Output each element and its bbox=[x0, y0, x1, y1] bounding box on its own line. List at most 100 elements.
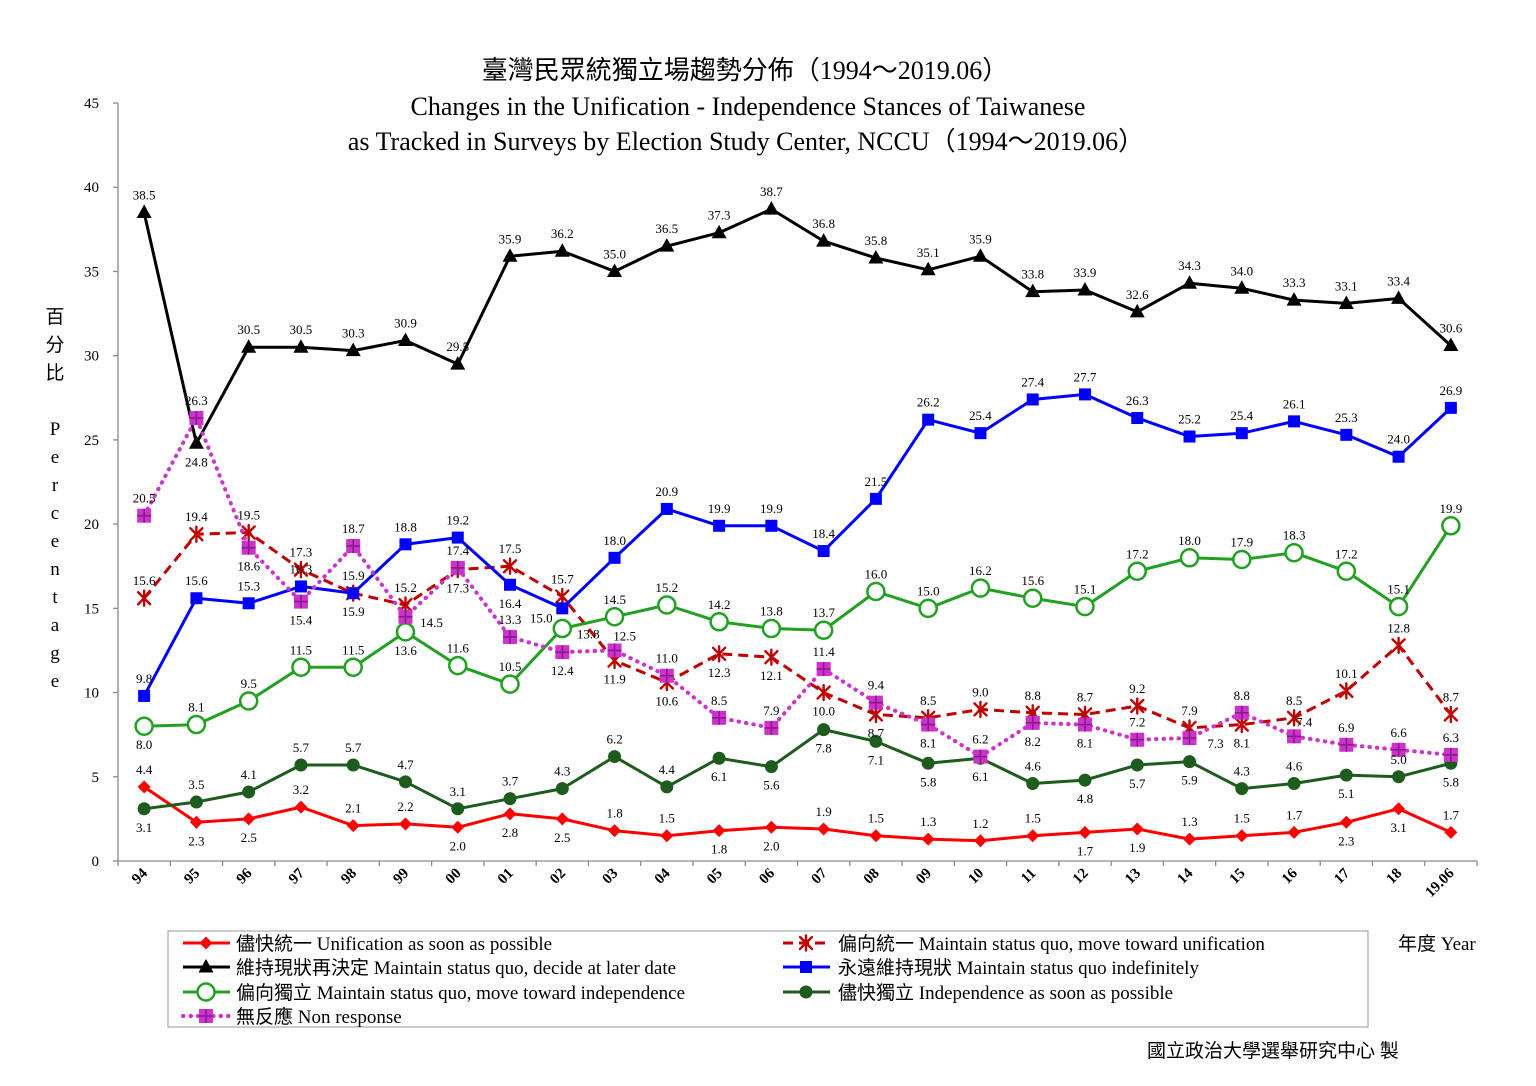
status-quo-decide-later-point-18 bbox=[1391, 290, 1407, 304]
x-tick-label: 15 bbox=[1227, 866, 1249, 888]
unification-asap-value-label-02: 2.5 bbox=[554, 830, 570, 845]
status-quo-decide-later-point-02 bbox=[554, 243, 570, 257]
unification-asap-point-08 bbox=[869, 829, 883, 843]
toward-independence-point-16 bbox=[1284, 542, 1304, 563]
unification-asap-point-19.06 bbox=[1444, 825, 1458, 839]
toward-independence-point-98 bbox=[343, 657, 363, 678]
legend-entry-independence-asap: 儘快獨立 Independence as soon as possible bbox=[783, 982, 1173, 1004]
toward-independence-point-09 bbox=[918, 598, 938, 619]
status-quo-decide-later-value-label-97: 30.5 bbox=[290, 322, 313, 337]
independence-asap-point-11 bbox=[1026, 777, 1040, 791]
status-quo-decide-later-point-14 bbox=[1182, 275, 1198, 289]
toward-unification-value-label-95: 19.4 bbox=[185, 509, 208, 524]
status-quo-decide-later-point-04 bbox=[659, 238, 675, 252]
toward-independence-value-label-03: 14.5 bbox=[603, 592, 626, 607]
status-quo-decide-later-value-label-01: 35.9 bbox=[499, 231, 522, 246]
non-response-point-10 bbox=[973, 749, 988, 764]
x-tick-label: 14 bbox=[1174, 865, 1196, 887]
independence-asap-point-05 bbox=[712, 751, 726, 765]
independence-asap-point-18 bbox=[1392, 770, 1406, 784]
status-quo-decide-later-value-label-17: 33.1 bbox=[1335, 278, 1358, 293]
x-tick-label: 07 bbox=[809, 865, 831, 887]
unification-asap-value-label-95: 2.3 bbox=[188, 833, 204, 848]
status-quo-indefinitely-value-label-94: 9.8 bbox=[136, 671, 152, 686]
status-quo-indefinitely-value-label-15: 25.4 bbox=[1230, 408, 1253, 423]
status-quo-indefinitely-point-09 bbox=[922, 413, 935, 426]
status-quo-decide-later-value-label-94: 38.5 bbox=[133, 188, 156, 203]
unification-asap-series bbox=[137, 780, 1458, 848]
status-quo-indefinitely-line bbox=[142, 392, 1452, 697]
unification-asap-value-label-94: 4.4 bbox=[136, 762, 153, 777]
non-response-value-label-16: 7.4 bbox=[1296, 714, 1313, 729]
independence-asap-point-14 bbox=[1183, 755, 1197, 769]
status-quo-indefinitely-value-label-09: 26.2 bbox=[917, 395, 940, 410]
independence-asap-value-label-99: 4.7 bbox=[397, 757, 414, 772]
independence-asap-value-label-02: 4.3 bbox=[554, 764, 570, 779]
independence-asap-point-99 bbox=[398, 775, 412, 789]
independence-asap-point-17 bbox=[1339, 768, 1353, 782]
unification-asap-point-13 bbox=[1130, 822, 1144, 836]
status-quo-indefinitely-point-08 bbox=[869, 492, 882, 505]
status-quo-decide-later-value-label-04: 36.5 bbox=[655, 221, 678, 236]
toward-unification-value-label-09: 8.5 bbox=[920, 693, 936, 708]
toward-unification-value-label-05: 12.3 bbox=[708, 665, 731, 680]
status-quo-indefinitely-value-label-10: 25.4 bbox=[969, 408, 992, 423]
toward-unification-value-label-17: 10.1 bbox=[1335, 666, 1358, 681]
toward-independence-value-label-09: 15.0 bbox=[917, 583, 940, 598]
unification-asap-value-label-14: 1.3 bbox=[1181, 814, 1197, 829]
status-quo-decide-later-value-label-96: 30.5 bbox=[237, 322, 260, 337]
y-tick-label: 35 bbox=[84, 264, 99, 280]
non-response-value-label-11: 8.2 bbox=[1025, 734, 1041, 749]
independence-asap-line bbox=[143, 728, 1452, 811]
unification-asap-value-label-13: 1.9 bbox=[1129, 840, 1145, 855]
status-quo-indefinitely-value-label-16: 26.1 bbox=[1283, 396, 1306, 411]
status-quo-decide-later-value-label-19.06: 30.6 bbox=[1440, 321, 1463, 336]
status-quo-indefinitely-value-label-18: 24.0 bbox=[1387, 432, 1410, 447]
toward-unification-value-label-13: 9.2 bbox=[1129, 681, 1145, 696]
toward-independence-point-05 bbox=[709, 612, 729, 632]
toward-unification-point-01 bbox=[502, 557, 518, 575]
independence-asap-point-07 bbox=[817, 723, 831, 737]
x-tick-label: 04 bbox=[652, 865, 674, 887]
toward-unification-value-label-18: 12.8 bbox=[1387, 620, 1410, 635]
status-quo-decide-later-value-label-15: 34.0 bbox=[1230, 263, 1253, 278]
status-quo-indefinitely-point-13 bbox=[1131, 411, 1144, 424]
unification-asap-point-05 bbox=[712, 824, 726, 838]
toward-unification-value-label-04: 10.6 bbox=[655, 693, 678, 708]
unification-asap-value-label-01: 2.8 bbox=[502, 825, 518, 840]
toward-unification-value-label-07: 10.0 bbox=[812, 704, 835, 719]
status-quo-decide-later-point-01 bbox=[502, 248, 518, 262]
unification-asap-value-label-06: 2.0 bbox=[763, 838, 779, 853]
status-quo-indefinitely-value-label-05: 19.9 bbox=[708, 501, 731, 516]
legend-entry-unification-asap: 儘快統一 Unification as soon as possible bbox=[183, 933, 552, 955]
status-quo-decide-later-point-11 bbox=[1025, 283, 1041, 298]
unification-asap-value-label-07: 1.9 bbox=[815, 804, 831, 819]
unification-asap-value-label-03: 1.8 bbox=[606, 806, 622, 821]
non-response-value-label-18: 6.6 bbox=[1390, 725, 1407, 740]
independence-asap-value-label-18: 5.0 bbox=[1390, 752, 1406, 767]
status-quo-indefinitely-value-label-03: 18.0 bbox=[603, 533, 626, 548]
status-quo-decide-later-legend-marker bbox=[198, 959, 214, 973]
toward-independence-point-04 bbox=[657, 595, 677, 615]
toward-unification-point-10 bbox=[973, 700, 988, 719]
chart-title-line-en-2: as Tracked in Surveys by Election Study … bbox=[348, 127, 1144, 156]
independence-asap-point-02 bbox=[555, 782, 569, 796]
independence-asap-point-04 bbox=[660, 780, 674, 794]
status-quo-decide-later-value-label-99: 30.9 bbox=[394, 316, 417, 331]
toward-independence-point-94 bbox=[134, 716, 154, 736]
status-quo-indefinitely-point-00 bbox=[451, 531, 464, 544]
toward-unification-series bbox=[136, 523, 1459, 737]
non-response-value-label-17: 6.9 bbox=[1338, 720, 1354, 735]
non-response-point-13 bbox=[1130, 732, 1145, 747]
non-response-point-95 bbox=[189, 410, 204, 425]
legend-entry-toward-unification: 偏向統一 Maintain status quo, move toward un… bbox=[783, 933, 1265, 955]
non-response-point-04 bbox=[659, 668, 674, 683]
unification-asap-point-06 bbox=[764, 820, 778, 834]
unification-asap-value-label-10: 1.2 bbox=[972, 816, 988, 831]
independence-asap-point-08 bbox=[869, 734, 883, 748]
unification-asap-point-09 bbox=[921, 832, 935, 846]
toward-independence-value-label-96: 9.5 bbox=[241, 676, 257, 691]
non-response-value-label-07: 11.4 bbox=[812, 644, 835, 659]
status-quo-decide-later-value-label-98: 30.3 bbox=[342, 326, 365, 341]
